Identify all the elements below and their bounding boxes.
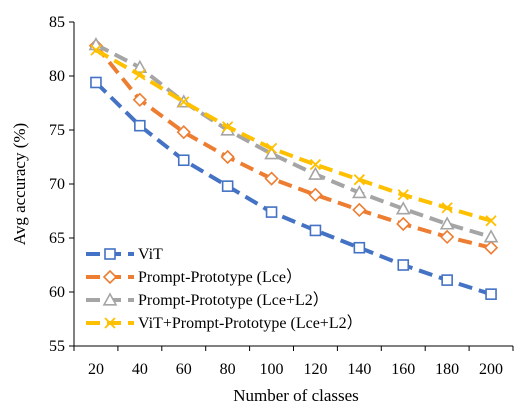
y-tick-label: 65 bbox=[49, 230, 65, 247]
legend-marker bbox=[102, 292, 118, 306]
legend-label: ViT+Prompt-Prototype (Lce+L2） bbox=[138, 314, 363, 332]
legend-item: Prompt-Prototype (Lce） bbox=[86, 268, 302, 286]
data-point bbox=[308, 166, 323, 180]
data-point bbox=[264, 171, 279, 186]
data-point bbox=[309, 158, 322, 171]
data-point bbox=[222, 121, 234, 133]
series-line bbox=[95, 42, 492, 239]
data-point bbox=[441, 274, 453, 286]
data-point bbox=[134, 69, 146, 81]
data-point bbox=[176, 125, 191, 140]
y-tick-label: 55 bbox=[49, 338, 65, 355]
axes: 55 60 65 70 75 80 85 20 40 60 80 100 120 140 160 180 200 bbox=[49, 14, 514, 378]
legend-marker bbox=[104, 248, 116, 260]
data-point bbox=[483, 229, 499, 243]
legend-item: ViT+Prompt-Prototype (Lce+L2） bbox=[86, 314, 363, 332]
legend-marker bbox=[104, 317, 116, 329]
data-point bbox=[221, 180, 234, 192]
data-point bbox=[440, 229, 455, 245]
y-axis-title: Avg accuracy (%) bbox=[10, 123, 29, 245]
legend: ViT Prompt-Prototype (Lce） Prompt-Prototyp… bbox=[86, 246, 363, 332]
data-point bbox=[90, 76, 102, 89]
data-point bbox=[485, 215, 497, 227]
data-point bbox=[353, 174, 365, 186]
y-tick-label: 85 bbox=[49, 14, 65, 31]
x-tick-label: 120 bbox=[303, 361, 327, 378]
x-tick-label: 80 bbox=[220, 361, 236, 378]
x-tick-label: 140 bbox=[347, 361, 371, 378]
legend-label: ViT bbox=[138, 246, 163, 263]
data-point bbox=[395, 201, 411, 215]
data-point bbox=[265, 142, 278, 154]
series-layer bbox=[88, 37, 499, 300]
x-tick-label: 60 bbox=[176, 361, 192, 378]
x-axis-title: Number of classes bbox=[233, 386, 359, 405]
data-point bbox=[132, 59, 148, 73]
data-point bbox=[309, 224, 322, 237]
x-tick-label: 160 bbox=[391, 361, 415, 378]
data-point bbox=[441, 202, 453, 214]
series-0 bbox=[90, 76, 497, 300]
series-line bbox=[94, 44, 492, 250]
data-point bbox=[439, 216, 455, 230]
x-tick-label: 180 bbox=[435, 361, 459, 378]
data-point bbox=[265, 206, 278, 218]
series-2 bbox=[88, 37, 499, 243]
x-tick-label: 20 bbox=[88, 361, 104, 378]
legend-label: Prompt-Prototype (Lce） bbox=[138, 268, 302, 286]
x-tick-label: 40 bbox=[132, 361, 148, 378]
data-point bbox=[90, 44, 102, 56]
data-point bbox=[483, 240, 499, 255]
series-3 bbox=[90, 44, 497, 227]
y-tick-label: 75 bbox=[49, 122, 65, 139]
series-line bbox=[94, 81, 492, 297]
data-point bbox=[397, 259, 410, 271]
data-point bbox=[178, 96, 190, 108]
legend-item: ViT bbox=[86, 246, 163, 263]
data-point bbox=[264, 146, 279, 160]
data-point bbox=[396, 216, 411, 232]
data-point bbox=[397, 189, 409, 201]
data-point bbox=[132, 92, 147, 107]
legend-item: Prompt-Prototype (Lce+L2） bbox=[86, 291, 329, 309]
data-point bbox=[351, 184, 367, 199]
data-point bbox=[485, 288, 497, 300]
data-point bbox=[220, 149, 235, 165]
data-point bbox=[353, 241, 366, 254]
data-point bbox=[134, 119, 146, 132]
x-tick-label: 200 bbox=[479, 361, 503, 378]
y-tick-label: 70 bbox=[49, 176, 65, 193]
y-tick-label: 60 bbox=[49, 284, 65, 301]
series-line bbox=[95, 48, 492, 223]
data-point bbox=[308, 187, 323, 202]
legend-marker bbox=[102, 269, 118, 285]
data-point bbox=[352, 202, 367, 218]
data-point bbox=[177, 154, 190, 167]
x-tick-label: 100 bbox=[260, 361, 284, 378]
y-tick-label: 80 bbox=[49, 68, 65, 85]
legend-label: Prompt-Prototype (Lce+L2） bbox=[138, 291, 329, 309]
